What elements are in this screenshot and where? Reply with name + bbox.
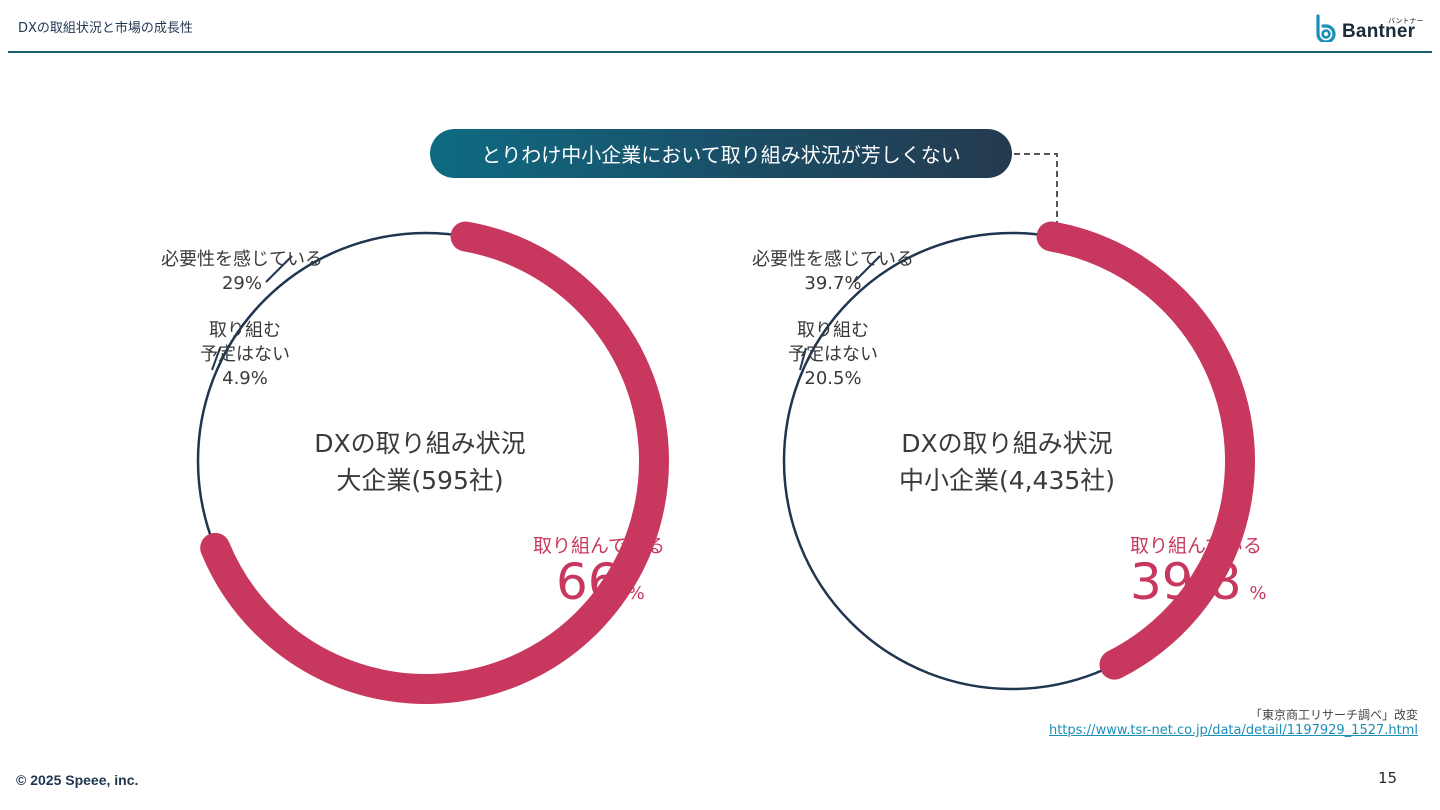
- header-divider: [8, 51, 1432, 53]
- footer-copyright: © 2025 Speee, inc.: [16, 772, 139, 788]
- right-need-text: 必要性を感じている: [752, 249, 914, 270]
- right-active-value: 39.8%: [1130, 556, 1266, 620]
- source-note: 「東京商工リサーチ調べ」改変: [1249, 708, 1418, 722]
- right-active-unit: %: [1249, 583, 1267, 604]
- right-active-label: 取り組んでいる: [1129, 535, 1263, 557]
- right-none-label: 取り組む 予定はない 20.5%: [768, 319, 898, 391]
- right-need-label: 必要性を感じている 39.7%: [733, 248, 933, 296]
- left-active-label: 取り組んでいる: [532, 535, 666, 557]
- right-leader-line-1: [853, 255, 881, 283]
- left-chart-title-2: 大企業(595社): [336, 466, 504, 495]
- left-leader-line-2: [211, 347, 221, 371]
- left-none-text-1: 取り組む: [209, 320, 281, 341]
- right-donut-active-slice: [1036, 221, 1255, 680]
- left-active-unit: %: [627, 583, 645, 604]
- logo-text: Bantner: [1342, 21, 1416, 42]
- page-number: 15: [1378, 769, 1398, 787]
- right-chart-title-1: DXの取り組み状況: [901, 429, 1113, 458]
- right-active-number: 39.8: [1130, 553, 1242, 611]
- right-chart-title: DXの取り組み状況 中小企業(4,435社): [857, 425, 1157, 499]
- source-link[interactable]: https://www.tsr-net.co.jp/data/detail/11…: [1048, 723, 1418, 738]
- bantner-logo-icon: [1316, 14, 1336, 42]
- left-none-value: 4.9%: [222, 368, 268, 389]
- right-none-text-1: 取り組む: [797, 320, 869, 341]
- left-active-number: 66: [556, 553, 620, 611]
- right-leader-line-2: [799, 347, 807, 371]
- left-need-value: 29%: [221, 273, 262, 294]
- right-none-value: 20.5%: [804, 368, 862, 389]
- left-donut-active-slice: [200, 221, 669, 704]
- left-none-label: 取り組む 予定はない 4.9%: [180, 319, 310, 391]
- left-active-value: 66%: [556, 556, 645, 620]
- right-need-value: 39.7%: [804, 273, 862, 294]
- logo-kana: バントナー: [1388, 17, 1424, 25]
- left-need-label: 必要性を感じている 29%: [142, 248, 342, 296]
- right-none-text-2: 予定はない: [788, 344, 878, 365]
- left-need-text: 必要性を感じている: [161, 249, 323, 270]
- left-none-text-2: 予定はない: [200, 344, 290, 365]
- right-chart-title-2: 中小企業(4,435社): [898, 466, 1116, 495]
- page-title: DXの取組状況と市場の成長性: [18, 21, 193, 36]
- bantner-logo: バントナー Bantner: [1314, 12, 1424, 44]
- left-chart-title-1: DXの取り組み状況: [314, 429, 526, 458]
- callout-banner: とりわけ中小企業において取り組み状況が芳しくない: [430, 129, 1012, 178]
- left-leader-line-1: [265, 255, 293, 283]
- left-chart-title: DXの取り組み状況 大企業(595社): [270, 425, 570, 499]
